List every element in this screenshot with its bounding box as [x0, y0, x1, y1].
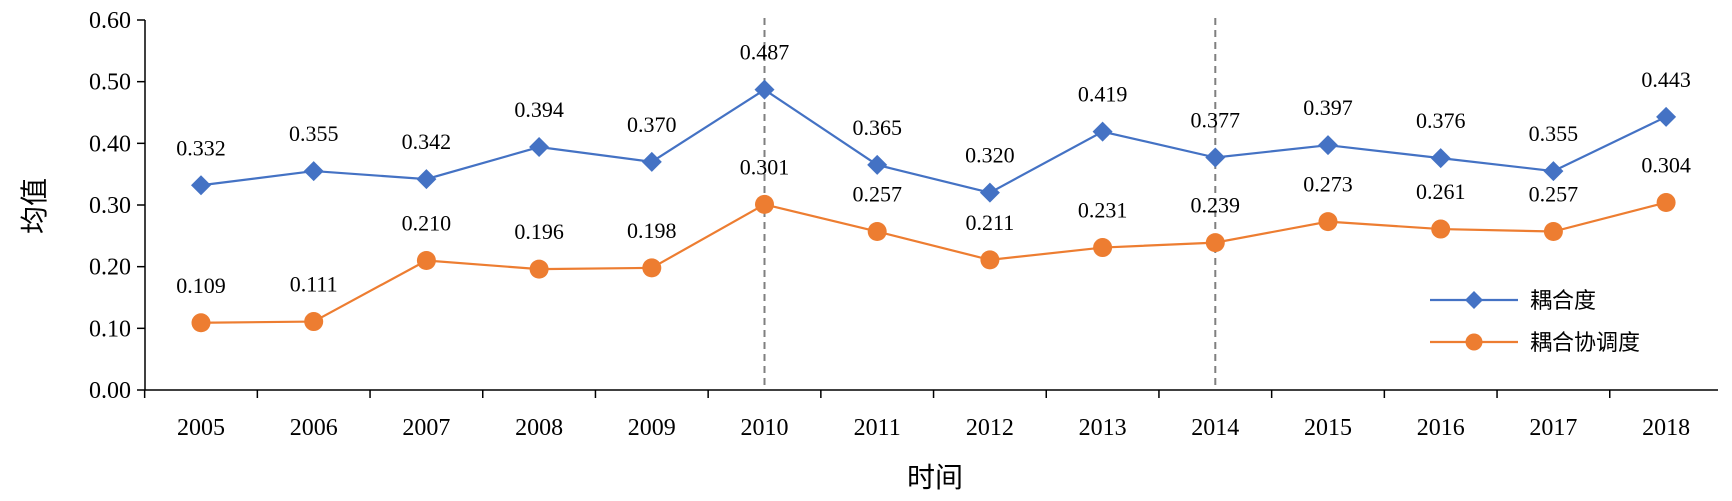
series-line [200, 201, 1667, 324]
data-point [191, 313, 211, 333]
x-tick-label: 2015 [1304, 415, 1352, 441]
data-label: 0.198 [627, 218, 677, 243]
data-label: 0.257 [852, 182, 902, 207]
data-label: 0.376 [1416, 108, 1466, 133]
data-point [1656, 193, 1676, 213]
data-point [979, 182, 1000, 203]
x-axis-title: 时间 [907, 461, 963, 494]
data-label: 0.394 [514, 97, 564, 122]
data-point [1318, 135, 1338, 156]
data-label: 0.211 [966, 210, 1015, 235]
data-point [416, 251, 436, 270]
y-tick-label: 0.40 [89, 131, 131, 157]
series-line [200, 88, 1667, 194]
data-label: 0.342 [402, 129, 452, 154]
legend-label: 耦合度 [1530, 289, 1596, 314]
axes: 0.00 0.10 0.20 0.30 0.40 0.50 0.60 2005 2006 2007… [89, 8, 1718, 441]
y-tick-label: 0.10 [89, 316, 131, 342]
data-point [416, 169, 437, 190]
data-point [1543, 161, 1564, 182]
x-tick-label: 2005 [177, 415, 225, 441]
x-tick-label: 2018 [1642, 415, 1690, 441]
y-tick-label: 0.20 [89, 255, 131, 281]
x-tick-label: 2016 [1417, 415, 1465, 441]
data-point [191, 175, 211, 196]
data-label: 0.210 [402, 211, 452, 236]
data-point [304, 312, 324, 332]
legend-marker [1465, 333, 1483, 351]
x-tick-label: 2013 [1079, 415, 1127, 441]
data-point [867, 154, 888, 175]
y-tick-label: 0.30 [89, 193, 131, 219]
x-tick-label: 2008 [515, 415, 563, 441]
data-label: 0.487 [740, 40, 790, 65]
data-label: 0.365 [852, 115, 902, 140]
data-label: 0.239 [1191, 193, 1241, 218]
data-label: 0.332 [176, 135, 226, 160]
data-point [754, 79, 775, 100]
x-tick-label: 2017 [1529, 415, 1577, 441]
x-tick-label: 2009 [628, 415, 676, 441]
y-tick-label: 0.50 [89, 70, 131, 96]
data-point [867, 222, 887, 242]
data-point [755, 194, 774, 214]
y-tick-label: 0.00 [89, 378, 131, 404]
data-point [1431, 219, 1451, 239]
data-point [642, 258, 662, 278]
data-label: 0.355 [1529, 121, 1579, 146]
legend-label: 耦合协调度 [1530, 331, 1640, 356]
data-point [641, 151, 662, 172]
data-label: 0.304 [1641, 153, 1691, 178]
data-point [1656, 106, 1677, 127]
data-point [1318, 212, 1338, 232]
data-label: 0.257 [1529, 182, 1579, 207]
y-tick-label: 0.60 [89, 8, 131, 34]
data-point [303, 161, 324, 182]
data-labels: 0.332 0.355 0.342 0.394 0.370 0.487 0.365 0.320… [176, 40, 1691, 298]
x-tick-label: 2007 [402, 415, 450, 441]
x-tick-label: 2014 [1191, 415, 1239, 441]
data-point [1093, 238, 1113, 258]
data-point [1543, 222, 1563, 242]
x-tick-label: 2011 [854, 415, 901, 441]
data-point [1430, 148, 1451, 169]
series-layer [191, 79, 1677, 333]
data-point [980, 250, 1000, 270]
data-label: 0.320 [965, 143, 1015, 168]
data-label: 0.377 [1191, 108, 1241, 133]
data-point [529, 137, 550, 158]
data-label: 0.273 [1303, 172, 1353, 197]
x-tick-label: 2006 [290, 415, 338, 441]
reference-lines [763, 18, 1217, 390]
x-tick-label: 2010 [741, 415, 789, 441]
data-point [1092, 121, 1113, 142]
data-label: 0.109 [176, 273, 226, 298]
y-axis-title: 均值 [18, 178, 51, 234]
data-point [1205, 147, 1226, 168]
data-label: 0.397 [1303, 95, 1353, 120]
data-label: 0.419 [1078, 82, 1128, 107]
data-label: 0.111 [290, 272, 338, 297]
data-label: 0.301 [740, 154, 790, 179]
data-label: 0.443 [1641, 67, 1691, 92]
data-label: 0.196 [514, 219, 564, 244]
x-tick-label: 2012 [966, 415, 1014, 441]
data-label: 0.355 [289, 121, 339, 146]
data-point [1205, 233, 1225, 253]
data-label: 0.231 [1078, 198, 1128, 223]
data-point [529, 259, 549, 279]
data-label: 0.261 [1416, 179, 1466, 204]
legend-marker [1465, 291, 1483, 309]
data-label: 0.370 [627, 112, 677, 137]
